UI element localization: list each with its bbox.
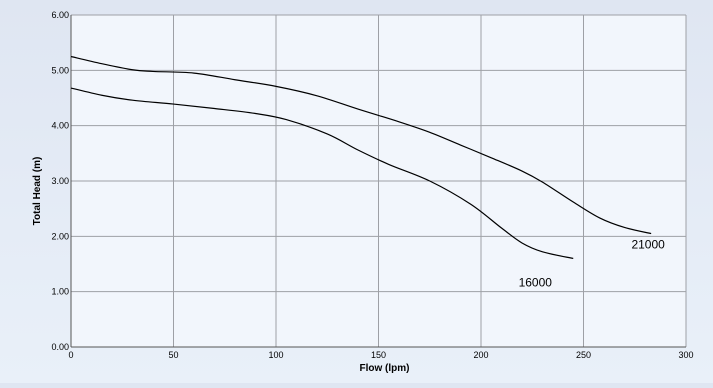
x-axis-label: Flow (lpm) <box>360 363 410 374</box>
x-tick-label: 0 <box>68 350 73 360</box>
y-tick-label: 5.00 <box>51 65 69 75</box>
y-tick-label: 0.00 <box>51 342 69 352</box>
series-label-21000: 21000 <box>631 238 665 252</box>
y-tick-label: 2.00 <box>51 231 69 241</box>
x-tick-label: 200 <box>473 350 488 360</box>
series-labels: 21000 16000 <box>519 238 666 290</box>
y-axis-label: Total Head (m) <box>32 157 43 226</box>
series-label-16000: 16000 <box>519 275 553 289</box>
x-tick-label: 150 <box>371 350 386 360</box>
x-tick-label: 50 <box>168 350 178 360</box>
y-tick-label: 4.00 <box>51 121 69 131</box>
series-line-16000 <box>70 87 574 260</box>
series-line-21000 <box>70 55 652 235</box>
x-tick-label: 300 <box>678 350 693 360</box>
y-tick-label: 6.00 <box>51 10 69 20</box>
grid <box>71 14 687 347</box>
axes <box>70 15 686 348</box>
y-tick-label: 3.00 <box>51 176 69 186</box>
y-tick-label: 1.00 <box>51 287 69 297</box>
x-tick-label: 100 <box>268 350 283 360</box>
series-lines <box>70 55 652 260</box>
x-tick-label: 250 <box>576 350 591 360</box>
tick-labels: 0 50 100 150 200 250 300 0.00 1.00 2.00 3.00 4.00 5.… <box>51 10 693 360</box>
